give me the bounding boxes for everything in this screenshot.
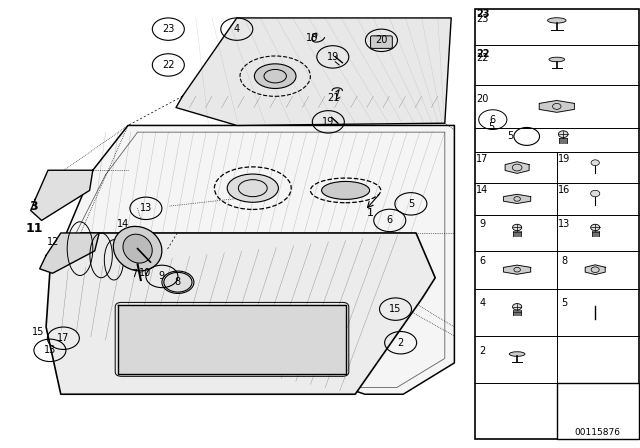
- Polygon shape: [176, 18, 451, 125]
- Circle shape: [513, 304, 522, 310]
- Text: 00115876: 00115876: [575, 428, 621, 437]
- Text: 20: 20: [375, 35, 388, 45]
- Text: 22: 22: [476, 49, 490, 59]
- Text: 1: 1: [367, 208, 373, 218]
- Text: 5: 5: [508, 131, 514, 142]
- Text: 10: 10: [139, 268, 152, 278]
- Text: 22: 22: [162, 60, 175, 70]
- Bar: [475, 9, 639, 439]
- Ellipse shape: [254, 64, 296, 89]
- Ellipse shape: [509, 352, 525, 356]
- Text: 8: 8: [561, 256, 568, 266]
- Text: 20: 20: [476, 94, 489, 104]
- Text: 13: 13: [558, 219, 571, 229]
- Text: 5: 5: [561, 298, 568, 308]
- Text: 5: 5: [488, 122, 494, 133]
- Ellipse shape: [227, 174, 278, 202]
- Text: 6: 6: [490, 115, 496, 125]
- Bar: [557, 383, 639, 439]
- Polygon shape: [46, 233, 435, 394]
- Text: 17: 17: [57, 333, 70, 343]
- Text: 6: 6: [479, 256, 486, 266]
- Ellipse shape: [113, 226, 162, 271]
- Text: 19: 19: [558, 154, 571, 164]
- Circle shape: [591, 190, 600, 197]
- Polygon shape: [40, 233, 99, 273]
- Text: 19: 19: [322, 117, 335, 127]
- Text: 14: 14: [117, 219, 130, 229]
- Text: 23: 23: [162, 24, 175, 34]
- Polygon shape: [61, 125, 454, 394]
- Text: 13: 13: [140, 203, 152, 213]
- Text: 13: 13: [44, 345, 56, 355]
- Text: 22: 22: [476, 53, 489, 63]
- Text: 8: 8: [175, 277, 181, 287]
- Circle shape: [591, 160, 599, 166]
- Text: 17: 17: [476, 154, 489, 164]
- Polygon shape: [118, 305, 346, 374]
- Text: 19: 19: [326, 52, 339, 62]
- Text: 15: 15: [389, 304, 402, 314]
- FancyBboxPatch shape: [371, 36, 392, 48]
- Polygon shape: [31, 170, 93, 220]
- Text: 9: 9: [159, 271, 165, 281]
- Ellipse shape: [548, 18, 566, 23]
- Polygon shape: [504, 194, 531, 203]
- Text: 16: 16: [558, 185, 571, 195]
- Ellipse shape: [322, 181, 370, 199]
- Text: 6: 6: [387, 215, 393, 225]
- Ellipse shape: [549, 57, 564, 62]
- Text: 23: 23: [476, 14, 489, 24]
- Circle shape: [513, 224, 522, 231]
- Text: 4: 4: [479, 298, 486, 308]
- Text: 9: 9: [479, 219, 486, 229]
- Circle shape: [164, 272, 192, 292]
- Text: 23: 23: [476, 9, 490, 19]
- Text: 15: 15: [32, 327, 45, 337]
- Text: 18: 18: [305, 33, 318, 43]
- Text: 21: 21: [327, 93, 340, 103]
- Polygon shape: [540, 100, 574, 112]
- Polygon shape: [504, 265, 531, 274]
- Text: 5: 5: [408, 199, 414, 209]
- Ellipse shape: [123, 234, 152, 263]
- Text: 2: 2: [397, 338, 404, 348]
- Polygon shape: [585, 265, 605, 275]
- Text: 11: 11: [25, 222, 43, 235]
- Text: 7: 7: [131, 269, 138, 279]
- Text: 2: 2: [479, 345, 486, 356]
- Circle shape: [591, 224, 600, 231]
- Polygon shape: [505, 162, 529, 173]
- Text: 4: 4: [234, 24, 240, 34]
- Circle shape: [558, 131, 568, 138]
- Text: 14: 14: [476, 185, 489, 195]
- Text: 12: 12: [47, 237, 60, 247]
- Text: 3: 3: [29, 199, 38, 213]
